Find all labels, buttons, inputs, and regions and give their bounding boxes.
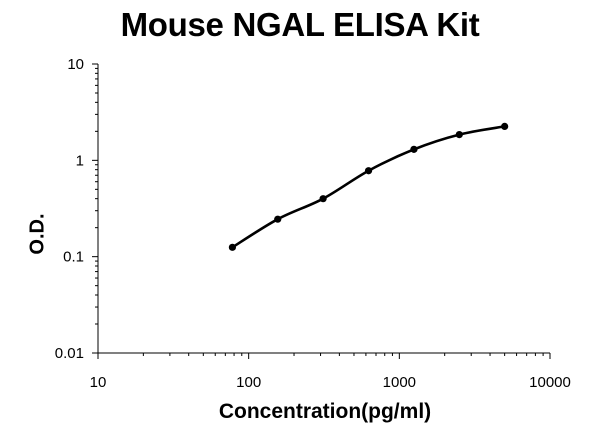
data-point	[455, 130, 463, 139]
series-line	[231, 125, 505, 249]
x-tick-label: 10	[90, 374, 107, 391]
chart-title: Mouse NGAL ELISA Kit	[120, 6, 480, 43]
x-tick-label: 1000	[383, 374, 416, 391]
data-point	[228, 243, 237, 251]
x-axis-label: Concentration(pg/ml)	[218, 400, 432, 423]
y-tick-label: 0.01	[55, 345, 84, 362]
data-point	[319, 195, 327, 203]
data-point	[274, 215, 282, 223]
data-point	[501, 122, 509, 131]
x-tick-label: 10000	[529, 374, 571, 391]
y-tick-label: 1	[76, 152, 84, 169]
data-point	[410, 145, 418, 153]
y-tick-label: 10	[67, 56, 84, 73]
y-tick-label: 0.1	[63, 249, 84, 266]
data-point	[364, 167, 373, 175]
x-tick-label: 100	[236, 374, 261, 391]
